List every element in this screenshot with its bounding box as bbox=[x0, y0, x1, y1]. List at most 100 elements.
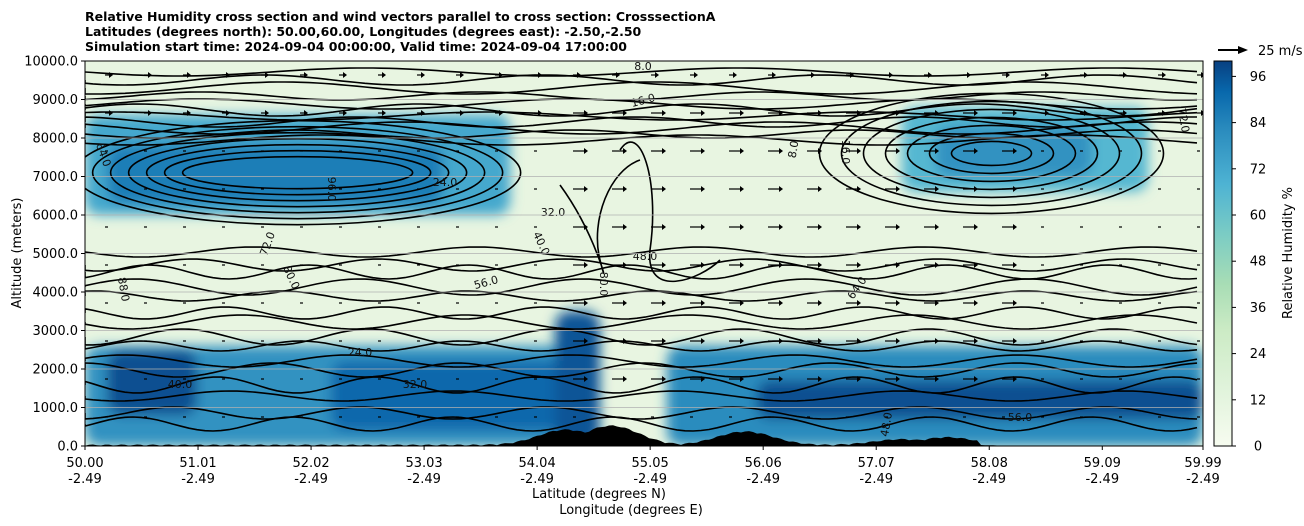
x-tick-label-lon: -2.49 bbox=[181, 472, 215, 487]
wind-vector-head bbox=[382, 110, 386, 116]
wind-vector-head bbox=[857, 338, 861, 344]
contour-line bbox=[862, 108, 1121, 199]
wind-vector-head bbox=[623, 110, 627, 116]
contour-line bbox=[85, 67, 1198, 77]
wind-vector-head bbox=[623, 300, 627, 306]
x-axis-ticks: 50.00-2.4951.01-2.4952.02-2.4953.03-2.49… bbox=[66, 446, 1222, 487]
wind-vector-head bbox=[662, 224, 666, 230]
wind-vector-head bbox=[460, 110, 464, 116]
y-tick-label: 9000.0 bbox=[33, 93, 79, 108]
wind-vector-head bbox=[740, 148, 744, 154]
x-tick-label-lat: 51.01 bbox=[179, 456, 216, 471]
wind-vector-head bbox=[740, 300, 744, 306]
wind-vector-head bbox=[148, 110, 152, 116]
wind-vector-head bbox=[779, 224, 783, 230]
wind-vector-head bbox=[857, 262, 861, 268]
contour-line bbox=[85, 111, 1198, 121]
wind-vector-head bbox=[974, 376, 978, 382]
wind-vector-head bbox=[896, 186, 900, 192]
wind-vector-head bbox=[740, 376, 744, 382]
wind-vector-head bbox=[1013, 376, 1017, 382]
wind-vector-head bbox=[740, 186, 744, 192]
wind-vector-head bbox=[304, 110, 308, 116]
wind-vector-head bbox=[623, 262, 627, 268]
plot-area: 8.016.024.032.040.0 48.056.0 64.072.080.08… bbox=[85, 61, 1203, 446]
wind-vector-head bbox=[857, 186, 861, 192]
wind-key-arrow-head bbox=[1238, 46, 1248, 54]
x-tick-label-lat: 57.07 bbox=[858, 456, 895, 471]
wind-vector-head bbox=[974, 186, 978, 192]
colorbar-tick-label: 12 bbox=[1250, 393, 1267, 408]
contour-line bbox=[950, 140, 1033, 167]
contour-line bbox=[85, 134, 1198, 146]
wind-vector-head bbox=[857, 110, 861, 116]
wind-vector-head bbox=[857, 224, 861, 230]
contour-line bbox=[85, 416, 1198, 432]
contour-line bbox=[85, 116, 1197, 128]
wind-vector-head bbox=[662, 110, 666, 116]
y-tick-label: 10000.0 bbox=[24, 55, 78, 70]
wind-vector-head bbox=[226, 110, 230, 116]
x-tick-label-lon: -2.49 bbox=[633, 472, 667, 487]
contour-line bbox=[559, 159, 641, 274]
contour-label: 32.0 bbox=[541, 206, 566, 219]
contour-line bbox=[127, 137, 468, 208]
y-tick-label: 6000.0 bbox=[33, 209, 79, 224]
wind-vector-head bbox=[928, 72, 932, 78]
wind-key: 25 m/s bbox=[1218, 44, 1303, 59]
wind-vector-head bbox=[818, 110, 822, 116]
wind-vector-head bbox=[694, 72, 698, 78]
wind-vector-head bbox=[1013, 186, 1017, 192]
chart-title: Relative Humidity cross section and wind… bbox=[85, 9, 715, 54]
wind-vector-head bbox=[701, 110, 705, 116]
y-tick-label: 7000.0 bbox=[33, 170, 79, 185]
contour-label: 48.0 bbox=[878, 411, 895, 437]
title-line-2: Latitudes (degrees north): 50.00,60.00, … bbox=[85, 24, 642, 39]
x-tick-label-lon: -2.49 bbox=[859, 472, 893, 487]
wind-vector-head bbox=[460, 72, 464, 78]
wind-vector-head bbox=[584, 110, 588, 116]
contour-line bbox=[91, 125, 504, 220]
wind-vector-head bbox=[701, 300, 705, 306]
wind-vector-head bbox=[740, 262, 744, 268]
wind-vector-head bbox=[935, 300, 939, 306]
wind-vector-head bbox=[343, 110, 347, 116]
wind-vector-head bbox=[779, 376, 783, 382]
wind-vectors bbox=[105, 72, 1203, 418]
terrain bbox=[85, 425, 1203, 446]
contour-line bbox=[85, 121, 1198, 135]
wind-vector-head bbox=[343, 72, 347, 78]
contour-line bbox=[145, 143, 450, 202]
y-tick-label: 8000.0 bbox=[33, 132, 79, 147]
contour-line bbox=[85, 390, 1198, 402]
x-tick-label-lat: 53.03 bbox=[405, 456, 442, 471]
y-axis-label: Altitude (meters) bbox=[10, 198, 25, 309]
wind-vector-head bbox=[779, 110, 783, 116]
wind-vector-head bbox=[818, 186, 822, 192]
wind-vector-head bbox=[1013, 300, 1017, 306]
rh-region bbox=[107, 349, 197, 416]
x-tick-label-lat: 54.04 bbox=[519, 456, 556, 471]
wind-vector-head bbox=[1084, 72, 1088, 78]
wind-vector-head bbox=[1013, 224, 1017, 230]
contour-line bbox=[85, 340, 1198, 352]
y-tick-label: 3000.0 bbox=[33, 324, 79, 339]
wind-vector-head bbox=[974, 110, 978, 116]
wind-vector-head bbox=[935, 262, 939, 268]
contour-label: 96.0 bbox=[325, 177, 338, 202]
rh-region bbox=[331, 361, 589, 431]
x-tick-label-lat: 50.00 bbox=[66, 456, 103, 471]
wind-vector-head bbox=[623, 224, 627, 230]
wind-vector-head bbox=[584, 186, 588, 192]
wind-vector-head bbox=[818, 376, 822, 382]
colorbar-tick-label: 84 bbox=[1250, 116, 1267, 131]
wind-vector-head bbox=[1084, 110, 1088, 116]
wind-vector-head bbox=[304, 72, 308, 78]
x-tick-label-lat: 58.08 bbox=[971, 456, 1008, 471]
wind-vector-head bbox=[187, 110, 191, 116]
wind-vector-head bbox=[1123, 110, 1127, 116]
wind-vector-head bbox=[1162, 110, 1166, 116]
contour-line bbox=[906, 124, 1077, 183]
y-tick-label: 1000.0 bbox=[33, 401, 79, 416]
contour-line bbox=[85, 103, 1198, 117]
